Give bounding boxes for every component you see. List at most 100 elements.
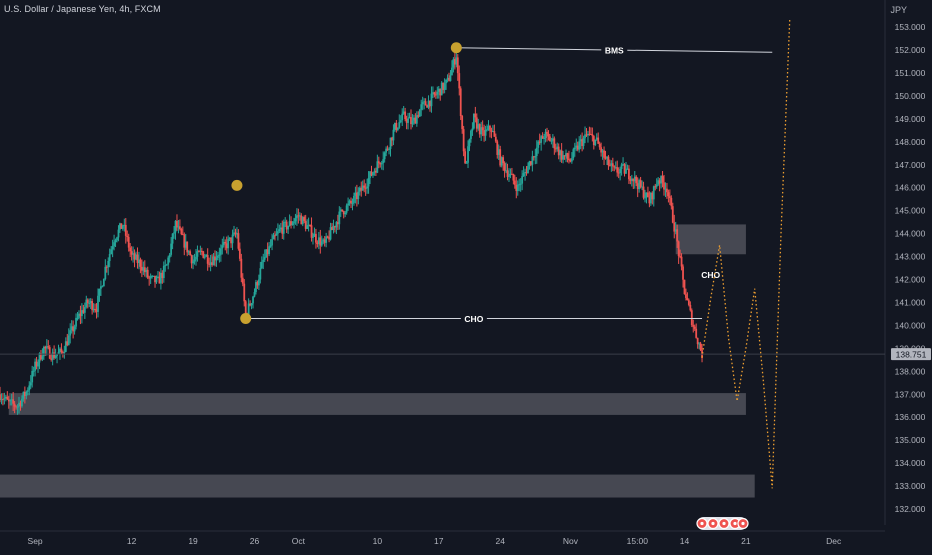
candle-body [475,117,478,129]
candle-body [614,167,617,169]
x-tick-label: 12 [127,536,137,546]
candle-body [508,175,510,177]
candle-body [568,158,570,161]
candle-body [600,147,603,153]
candle-body [660,176,662,184]
y-tick-label: 141.000 [895,297,926,307]
y-tick-label: 146.000 [895,183,926,193]
candle-body [241,277,244,284]
candle-body [696,337,699,345]
candle-body [626,168,629,170]
candle-body [304,220,307,229]
candle-body [40,353,42,360]
event-flag-dot [711,521,715,526]
candle-body [566,153,569,159]
candle-body [192,261,194,264]
last-price-badge [891,348,931,361]
last-price-label: 138.751 [896,350,927,360]
y-tick-label: 143.000 [895,252,926,262]
candle-body [395,122,398,130]
candle-body [56,354,58,356]
candle-body [484,130,487,136]
swing-point-3 [450,42,462,54]
y-tick-label: 153.000 [895,22,926,32]
candle-body [37,362,39,367]
candle-body [129,247,132,252]
replay-widgets[interactable] [696,517,749,530]
candle-body [699,343,702,351]
candle-body [556,146,559,150]
candle-body [453,59,456,65]
candle-body [652,186,655,200]
candle-body [647,192,649,198]
swing-point-1 [231,179,243,191]
candle-body [108,253,111,262]
y-tick-label: 138.000 [895,366,926,376]
candle-body [616,167,619,173]
candle-body [268,246,271,255]
candle-body [472,113,475,129]
candle-body [269,245,272,247]
candle-body [598,143,601,148]
candle-body [493,131,496,137]
candle-body [72,326,75,332]
candle-body [641,186,643,188]
candle-body [97,295,99,312]
x-tick-label: Dec [826,536,842,546]
candle-body [537,141,540,148]
candle-body [23,391,26,397]
candle-body [171,233,174,244]
candle-body [307,224,310,226]
candle-body [133,253,136,260]
candle-body [94,308,96,310]
candle-body [28,385,31,391]
candle-body [348,200,351,204]
candle-body [162,265,165,279]
candle-body [233,232,235,235]
candle-body [528,161,531,166]
candle-body [619,169,622,174]
candle-body [436,91,439,95]
event-flag-dot [700,521,704,526]
candle-body [255,282,257,293]
candle-body [671,206,674,223]
candle-body [278,229,281,232]
candle-body [547,133,550,137]
candle-body [512,174,515,181]
candle-body [48,347,51,359]
candle-body [98,288,101,296]
candle-body [413,117,415,121]
zone-3 [0,474,755,498]
candle-body [551,138,554,141]
candle-body [91,301,94,311]
y-tick-label: 151.000 [895,68,926,78]
candle-body [462,129,465,152]
candle-body [610,163,613,166]
candle-body [550,140,553,142]
swing-point-2 [240,313,252,325]
candle-body [200,250,203,252]
candle-body [244,301,247,316]
candle-body [146,269,149,278]
candle-body [256,282,259,286]
candle-body [274,235,276,237]
y-tick-label: 149.000 [895,114,926,124]
candle-body [499,149,502,166]
candle-body [572,149,575,159]
candle-body [336,222,339,225]
candle-body [587,133,589,136]
candle-body [622,164,624,166]
candle-body [116,237,118,241]
candle-body [396,127,399,130]
candle-body [9,400,12,402]
candle-body [437,88,440,92]
candle-body [664,188,667,190]
candle-body [364,187,367,189]
candle-body [157,276,159,278]
candle-body [4,396,7,399]
candle-body [490,130,493,132]
candle-body [693,326,696,329]
candle-body [560,150,563,160]
